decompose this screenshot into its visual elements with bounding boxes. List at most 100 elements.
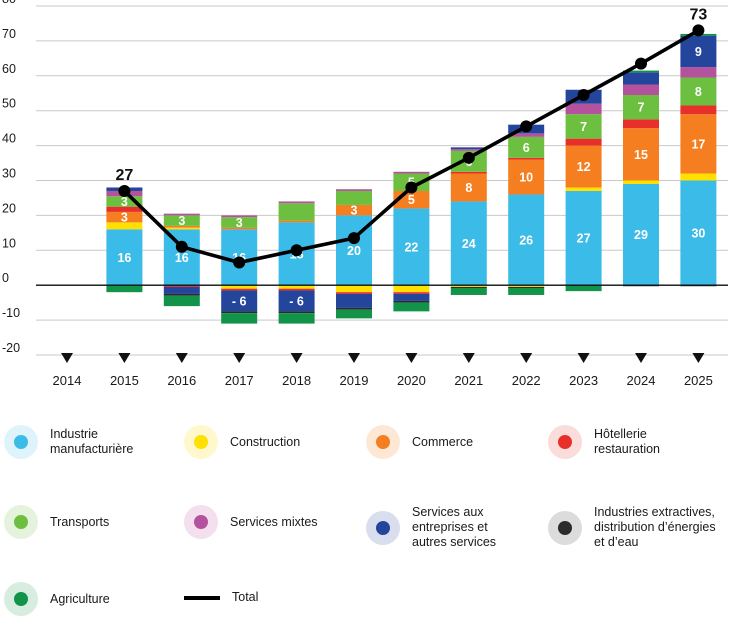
data-label: 3	[121, 211, 128, 225]
data-label: - 6	[232, 294, 247, 308]
x-tick-label: 2021	[454, 373, 483, 388]
bar-segment	[221, 313, 258, 324]
x-axis-marker	[233, 353, 246, 363]
y-tick-label: 10	[2, 236, 16, 250]
legend-label-commerce: Commerce	[412, 434, 474, 449]
data-label: - 6	[289, 294, 304, 308]
total-point	[520, 120, 533, 133]
x-tick-label: 2022	[512, 373, 541, 388]
data-label: 9	[695, 45, 702, 59]
y-tick-label: -20	[2, 341, 20, 355]
bar-segment	[278, 203, 315, 221]
bar-segment	[221, 285, 258, 289]
bar-segment	[565, 190, 602, 286]
bar-segment	[623, 70, 659, 73]
bar-segment	[106, 206, 143, 212]
data-label: 6	[523, 141, 530, 155]
data-label: 3	[236, 216, 243, 230]
x-axis-marker	[577, 353, 590, 363]
data-label: 16	[175, 251, 189, 265]
data-label: 3	[351, 204, 358, 218]
y-tick-label: 50	[2, 97, 16, 111]
y-tick-label: 30	[2, 167, 16, 181]
bar-segment	[508, 287, 545, 295]
bar-segment	[278, 290, 315, 312]
data-label: 7	[580, 120, 587, 134]
bar-segment	[565, 285, 602, 292]
legend-swatch-industries-extractives	[548, 510, 582, 545]
total-point	[577, 88, 590, 101]
bar-segment	[450, 201, 487, 286]
bar-segment	[163, 295, 200, 307]
bar-segment	[623, 119, 659, 129]
legend-item-total: Total	[184, 590, 258, 605]
x-axis-marker	[520, 353, 533, 363]
bar-segment	[278, 220, 315, 223]
bar-segment	[106, 229, 143, 286]
total-point	[692, 24, 705, 37]
legend-label-construction: Construction	[230, 434, 301, 449]
legend-label-total: Total	[232, 590, 259, 604]
bar-segment	[680, 173, 717, 181]
x-axis-marker	[118, 353, 131, 363]
bar-segment	[508, 286, 545, 288]
data-label: 8	[465, 181, 472, 195]
bar-segment	[278, 201, 315, 204]
x-axis-marker	[692, 353, 705, 363]
x-tick-label: 2018	[282, 373, 311, 388]
legend-swatch-agriculture	[4, 582, 38, 616]
y-tick-label: 20	[2, 201, 16, 215]
bar-segment	[221, 215, 258, 218]
legend-item-hotellerie: Hôtellerie restauration	[548, 425, 660, 459]
bar-segment	[450, 171, 487, 174]
x-axis-marker	[61, 353, 73, 363]
bar-segment	[450, 285, 487, 287]
bar-segment	[508, 157, 545, 160]
data-label: 3	[178, 214, 185, 228]
legend-line-total	[184, 595, 220, 600]
bar-segment	[393, 285, 430, 293]
bar-segment	[163, 213, 200, 216]
bar-segment	[163, 227, 200, 230]
y-tick-label: 40	[2, 132, 16, 146]
legend-item-agriculture: Agriculture	[4, 582, 110, 616]
bar-segment	[623, 94, 659, 120]
bar-segment	[508, 285, 545, 287]
data-label: 16	[117, 251, 131, 265]
legend-label-hotellerie: Hôtellerie restauration	[594, 427, 661, 456]
legend-label-services-mixtes: Services mixtes	[230, 514, 318, 529]
legend-swatch-services-mixtes	[184, 505, 218, 539]
legend-item-construction: Construction	[184, 425, 300, 459]
bar-segment	[106, 196, 143, 207]
stacked-bar-chart: -20-100102030405060708016161618202224262…	[2, 0, 728, 388]
total-point	[118, 184, 131, 197]
legend-label-transports: Transports	[50, 514, 110, 529]
data-label: 10	[519, 171, 533, 185]
data-label: 12	[577, 160, 591, 174]
legend-label-agriculture: Agriculture	[50, 591, 110, 606]
bar-segment	[336, 307, 372, 310]
bar-segment	[393, 300, 430, 303]
data-label: 27	[577, 232, 591, 246]
bar-segment	[106, 222, 143, 230]
x-axis-marker	[175, 353, 188, 363]
x-tick-label: 2019	[340, 373, 369, 388]
bar-segment	[565, 187, 602, 191]
bar-segment	[450, 286, 487, 288]
x-axis-marker	[462, 353, 475, 363]
legend-label-services-entreprises: Services aux entreprises et autres servi…	[412, 505, 497, 549]
bar-segment	[336, 204, 372, 216]
bar-segment	[336, 189, 372, 191]
data-label: 24	[462, 237, 476, 251]
x-axis-marker	[348, 353, 360, 363]
x-tick-label: 2020	[397, 373, 426, 388]
bar-segment	[106, 285, 143, 293]
y-tick-label: 70	[2, 27, 16, 41]
legend-item-transports: Transports	[4, 505, 109, 539]
x-tick-label: 2016	[167, 373, 196, 388]
y-tick-label: 0	[2, 271, 9, 285]
x-tick-label: 2025	[684, 373, 713, 388]
bar-segment	[680, 180, 717, 286]
bar-segment	[393, 293, 430, 301]
bar-segment	[450, 149, 487, 151]
